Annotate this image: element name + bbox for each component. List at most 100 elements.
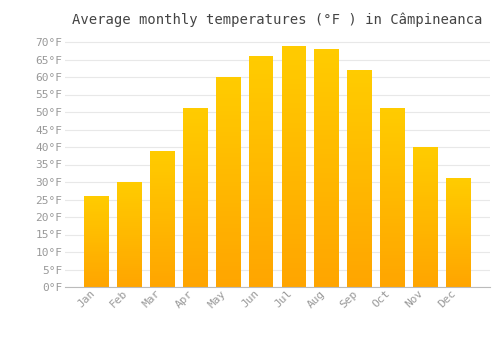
Bar: [314, 187, 339, 192]
Bar: [248, 65, 274, 70]
Bar: [117, 249, 142, 251]
Bar: [117, 188, 142, 190]
Bar: [84, 196, 109, 198]
Bar: [446, 239, 470, 241]
Bar: [117, 283, 142, 285]
Bar: [380, 248, 405, 251]
Bar: [446, 248, 470, 250]
Bar: [282, 46, 306, 287]
Bar: [413, 214, 438, 217]
Bar: [380, 133, 405, 137]
Bar: [413, 217, 438, 220]
Bar: [183, 284, 208, 287]
Bar: [117, 184, 142, 186]
Bar: [413, 147, 438, 150]
Bar: [150, 156, 174, 159]
Bar: [413, 167, 438, 169]
Bar: [216, 262, 240, 266]
Bar: [380, 226, 405, 230]
Bar: [84, 265, 109, 267]
Bar: [413, 197, 438, 200]
Bar: [282, 142, 306, 147]
Bar: [380, 280, 405, 284]
Bar: [216, 186, 240, 190]
Bar: [150, 164, 174, 167]
Bar: [282, 210, 306, 215]
Bar: [150, 219, 174, 222]
Bar: [446, 257, 470, 259]
Bar: [150, 150, 174, 153]
Bar: [216, 241, 240, 245]
Bar: [380, 137, 405, 141]
Bar: [380, 180, 405, 183]
Bar: [248, 190, 274, 195]
Bar: [413, 158, 438, 161]
Bar: [348, 88, 372, 92]
Bar: [216, 274, 240, 279]
Bar: [117, 266, 142, 268]
Bar: [117, 228, 142, 230]
Bar: [216, 232, 240, 237]
Bar: [446, 259, 470, 261]
Bar: [248, 204, 274, 209]
Bar: [282, 166, 306, 171]
Bar: [446, 202, 470, 204]
Bar: [380, 255, 405, 258]
Bar: [446, 183, 470, 185]
Bar: [183, 216, 208, 219]
Bar: [183, 144, 208, 148]
Bar: [446, 231, 470, 233]
Bar: [216, 258, 240, 262]
Bar: [117, 253, 142, 256]
Bar: [380, 240, 405, 244]
Bar: [117, 182, 142, 184]
Bar: [183, 205, 208, 209]
Bar: [314, 111, 339, 116]
Bar: [413, 189, 438, 192]
Bar: [150, 202, 174, 205]
Bar: [84, 278, 109, 280]
Bar: [84, 214, 109, 216]
Bar: [216, 90, 240, 94]
Bar: [216, 132, 240, 136]
Bar: [84, 272, 109, 274]
Bar: [248, 176, 274, 181]
Bar: [446, 224, 470, 226]
Bar: [248, 245, 274, 250]
Bar: [216, 190, 240, 195]
Bar: [282, 75, 306, 79]
Bar: [117, 216, 142, 218]
Bar: [446, 267, 470, 270]
Bar: [413, 172, 438, 175]
Bar: [183, 258, 208, 262]
Bar: [150, 186, 174, 189]
Bar: [348, 278, 372, 283]
Bar: [150, 232, 174, 235]
Bar: [348, 222, 372, 226]
Bar: [446, 185, 470, 187]
Bar: [117, 218, 142, 220]
Bar: [117, 222, 142, 224]
Bar: [150, 183, 174, 186]
Bar: [248, 241, 274, 245]
Bar: [348, 118, 372, 122]
Bar: [380, 266, 405, 269]
Bar: [446, 218, 470, 220]
Bar: [216, 119, 240, 123]
Bar: [413, 153, 438, 155]
Bar: [117, 256, 142, 258]
Bar: [413, 276, 438, 279]
Bar: [183, 112, 208, 116]
Bar: [84, 261, 109, 263]
Bar: [248, 213, 274, 218]
Bar: [413, 186, 438, 189]
Bar: [348, 122, 372, 126]
Bar: [413, 220, 438, 223]
Bar: [380, 159, 405, 162]
Bar: [446, 204, 470, 207]
Bar: [248, 111, 274, 116]
Bar: [348, 270, 372, 274]
Bar: [216, 195, 240, 199]
Bar: [248, 218, 274, 222]
Bar: [183, 183, 208, 187]
